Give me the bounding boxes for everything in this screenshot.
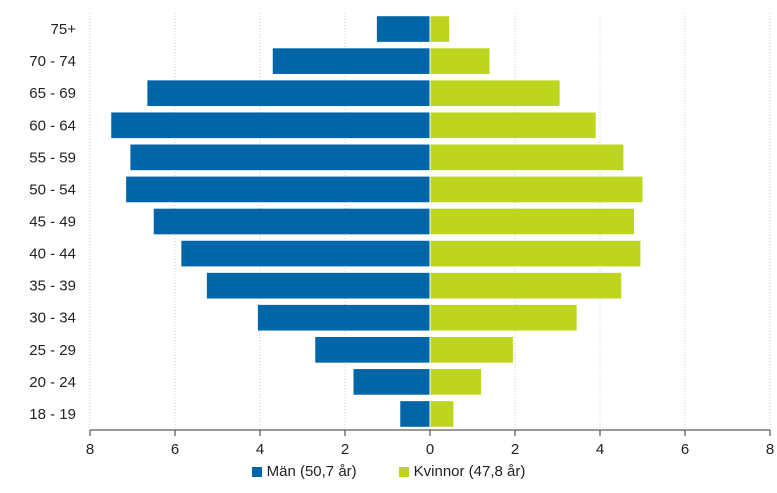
bar-women-6: [430, 208, 634, 235]
x-tick-label-8: 8: [766, 441, 774, 458]
y-tick-label-12: 18 - 19: [29, 406, 76, 423]
y-tick-label-3: 60 - 64: [29, 117, 76, 134]
y-tick-label-9: 30 - 34: [29, 310, 76, 327]
x-tick-label-0: 8: [86, 441, 94, 458]
bar-women-12: [430, 401, 454, 427]
legend-swatch-women: [398, 467, 409, 477]
legend-label-men: Män (50,7 år): [266, 463, 357, 480]
bar-men-11: [353, 369, 430, 395]
y-tick-label-4: 55 - 59: [29, 149, 76, 166]
legend-item-women: Kvinnor (47,8 år): [398, 463, 526, 481]
legend-label-women: Kvinnor (47,8 år): [413, 463, 526, 480]
bar-men-6: [153, 208, 430, 235]
chart-legend: Män (50,7 år) Kvinnor (47,8 år): [0, 463, 777, 481]
bar-men-1: [272, 48, 430, 74]
x-tick-label-4: 0: [426, 441, 434, 458]
bar-men-7: [181, 240, 430, 267]
x-tick-label-5: 2: [511, 441, 519, 458]
bar-men-8: [206, 272, 430, 299]
y-tick-label-10: 25 - 29: [29, 342, 76, 359]
bar-men-12: [400, 401, 430, 427]
bar-women-8: [430, 272, 622, 299]
y-tick-label-6: 45 - 49: [29, 214, 76, 231]
y-tick-label-5: 50 - 54: [29, 181, 76, 198]
bar-men-10: [315, 336, 430, 363]
x-tick-label-3: 2: [341, 441, 349, 458]
legend-item-men: Män (50,7 år): [251, 463, 357, 481]
x-tick-label-7: 6: [681, 441, 689, 458]
bar-men-5: [126, 176, 430, 203]
x-tick-label-1: 6: [171, 441, 179, 458]
x-tick-label-2: 4: [256, 441, 264, 458]
bar-women-1: [430, 48, 490, 74]
bar-women-10: [430, 336, 513, 363]
bar-men-0: [376, 16, 430, 42]
bar-women-5: [430, 176, 643, 203]
y-tick-label-11: 20 - 24: [29, 374, 76, 391]
bar-men-9: [257, 304, 430, 331]
y-tick-label-7: 40 - 44: [29, 246, 76, 263]
y-tick-label-8: 35 - 39: [29, 278, 76, 295]
bar-women-9: [430, 304, 577, 331]
bar-women-0: [430, 16, 450, 42]
bar-men-4: [130, 144, 430, 171]
y-tick-label-0: 75+: [51, 21, 77, 38]
x-tick-label-6: 4: [596, 441, 604, 458]
bar-women-11: [430, 369, 481, 395]
bar-women-2: [430, 80, 560, 107]
y-tick-label-2: 65 - 69: [29, 85, 76, 102]
y-tick-label-1: 70 - 74: [29, 53, 76, 70]
bar-men-3: [111, 112, 430, 139]
legend-swatch-men: [251, 467, 262, 477]
bar-women-4: [430, 144, 624, 171]
bar-women-7: [430, 240, 641, 267]
bar-women-3: [430, 112, 596, 139]
bar-men-2: [147, 80, 430, 107]
